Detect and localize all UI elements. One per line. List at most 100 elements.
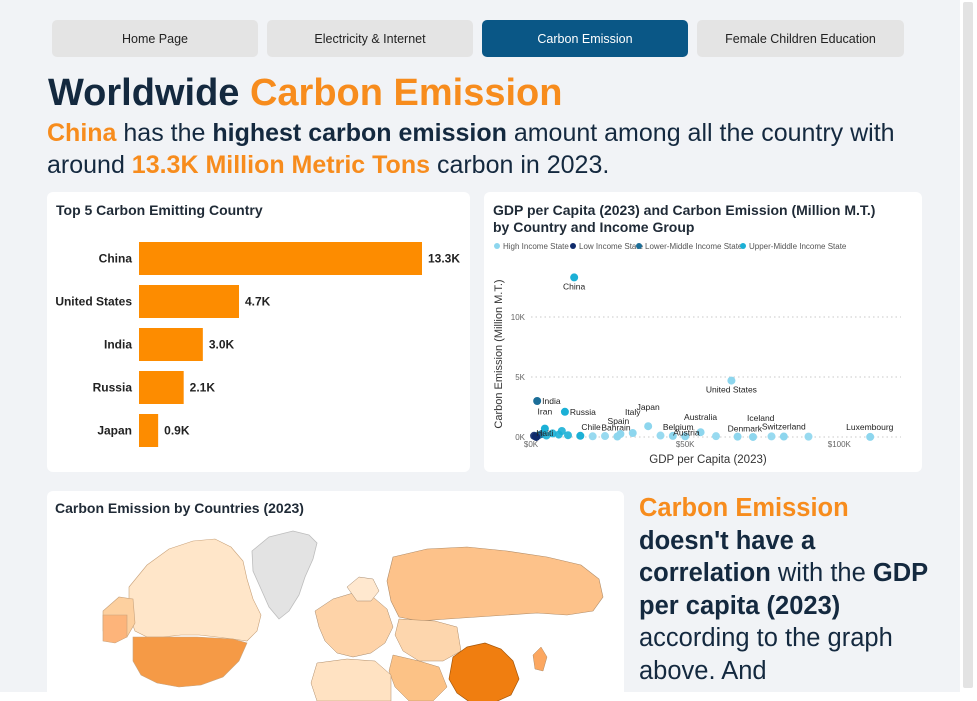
side-note-accent: Carbon Emission (639, 494, 849, 522)
scatter-point (656, 431, 665, 440)
scatter-point (712, 432, 720, 441)
scatter-point (548, 429, 557, 438)
scatter-point (588, 432, 597, 441)
gdp-scatter-chart-card: GDP per Capita (2023) and Carbon Emissio… (484, 192, 922, 472)
scatter-point-chile (576, 431, 585, 440)
scatter-point (601, 432, 609, 441)
legend-marker-upper-middle-income-state (740, 243, 746, 249)
x-tick-label: $50K (676, 440, 695, 449)
point-label-haiti: Haiti (536, 428, 553, 438)
side-note-text-2: according to the graph above. And (639, 624, 893, 685)
subtitle-value: 13.3K Million Metric Tons (131, 151, 430, 179)
map-europe (314, 592, 394, 658)
bar-value-label: 2.1K (190, 381, 216, 395)
map-greenland (251, 530, 318, 620)
choropleth-map[interactable] (47, 491, 624, 701)
page-subtitle: China has the highest carbon emission am… (47, 117, 927, 181)
point-label-australia: Australia (684, 412, 717, 422)
y-axis-title: Carbon Emission (Million M.T.) (493, 279, 505, 428)
map-middle-east (388, 654, 448, 701)
scatter-point-china (570, 273, 579, 282)
scatter-title-line-1: GDP per Capita (2023) and Carbon Emissio… (493, 202, 876, 218)
bar-category-label: Japan (97, 424, 132, 438)
bar-value-label: 13.3K (428, 252, 460, 266)
scatter-point-australia (696, 428, 705, 437)
point-label-belgium: Belgium (663, 422, 694, 432)
tab-label: Carbon Emission (537, 31, 633, 46)
map-china (448, 642, 520, 701)
page-title: Worldwide Carbon Emission (48, 72, 562, 115)
y-tick-label: 0K (515, 433, 525, 442)
scatter-point-russia (560, 407, 569, 416)
map-usa (132, 636, 248, 688)
bar-value-label: 3.0K (209, 338, 235, 352)
scatter-point (767, 432, 776, 441)
scrollbar-thumb[interactable] (963, 2, 973, 688)
point-label-united-states: United States (706, 385, 757, 395)
subtitle-country: China (47, 119, 117, 147)
x-tick-label: $0K (524, 440, 539, 449)
legend-marker-lower-middle-income-state (636, 243, 642, 249)
legend-marker-high-income-state (494, 243, 500, 249)
bar-category-label: China (99, 252, 133, 266)
point-label-china: China (563, 281, 585, 291)
bar-russia (139, 371, 184, 404)
point-label-japan: Japan (637, 402, 660, 412)
bar-chart-title: Top 5 Carbon Emitting Country (56, 202, 263, 218)
tab-label: Home Page (121, 31, 188, 46)
bar-value-label: 0.9K (164, 424, 190, 438)
subtitle-bold: highest carbon emission (212, 119, 507, 147)
point-label-chile: Chile (581, 422, 601, 432)
map-canada (128, 538, 262, 642)
scatter-point-haiti (532, 432, 541, 441)
scatter-point-united-states (727, 376, 736, 385)
side-note-text: Carbon Emission doesn't have a correlatio… (639, 492, 939, 688)
side-note-text-1: with the (770, 559, 873, 588)
point-label-austria: Austria (673, 427, 700, 437)
scatter-point-belgium (668, 431, 677, 440)
y-tick-label: 10K (511, 313, 526, 322)
point-label-spain: Spain (608, 416, 630, 426)
bar-chart-svg: China 13.3K United States 4.7K India 3.0K Russ… (55, 242, 460, 447)
tab-electricity-internet[interactable]: Electricity & Internet (267, 20, 473, 57)
tab-home-page[interactable]: Home Page (52, 20, 258, 57)
map-africa-north (310, 658, 392, 701)
bar-category-label: United States (55, 295, 132, 309)
point-label-italy: Italy (625, 407, 641, 417)
scatter-point (557, 427, 566, 435)
point-label-luxembourg: Luxembourg (846, 422, 894, 432)
side-note-bold-1: doesn't have a correlation (639, 526, 816, 588)
bar-united-states (139, 285, 240, 318)
point-label-switzerland: Switzerland (762, 422, 806, 432)
scatter-point-luxembourg (866, 432, 875, 441)
bar-category-label: India (104, 338, 132, 352)
scatter-point (564, 431, 572, 440)
scatter-point-denmark (733, 432, 742, 441)
scatter-point-iran (540, 424, 549, 433)
scatter-chart-svg: High Income State Low Income State Lower-M… (493, 242, 901, 466)
scatter-title-line-2: by Country and Income Group (493, 219, 695, 235)
carbon-map-card: Carbon Emission by Countries (2023) (47, 491, 624, 701)
subtitle-text-3: carbon in 2023. (430, 151, 610, 179)
scatter-chart-title: GDP per Capita (2023) and Carbon Emissio… (493, 202, 875, 236)
subtitle-text-1: has the (116, 119, 213, 147)
x-axis-title: GDP per Capita (2023) (649, 454, 767, 466)
title-accent: Carbon Emission (249, 72, 563, 114)
tab-carbon-emission[interactable]: Carbon Emission (482, 20, 688, 57)
legend-label-upper-middle-income-state: Upper-Middle Income State (749, 242, 847, 251)
title-plain: Worldwide (48, 72, 250, 114)
y-tick-label: 5K (515, 373, 525, 382)
side-note-bold-2: GDP per capita (2023) (639, 559, 928, 620)
scatter-point-italy (628, 429, 637, 438)
scatter-point-india (533, 397, 542, 405)
bar-china (139, 242, 422, 275)
map-central-asia (394, 618, 462, 662)
scatter-point-japan (644, 422, 653, 431)
point-label-iceland: Iceland (747, 413, 775, 423)
tab-label: Female Children Education (725, 31, 876, 46)
bar-category-label: Russia (93, 381, 133, 395)
tab-female-children-education[interactable]: Female Children Education (697, 20, 904, 57)
map-usa-west (102, 614, 128, 644)
scatter-point (542, 431, 551, 440)
bar-japan (139, 414, 159, 447)
